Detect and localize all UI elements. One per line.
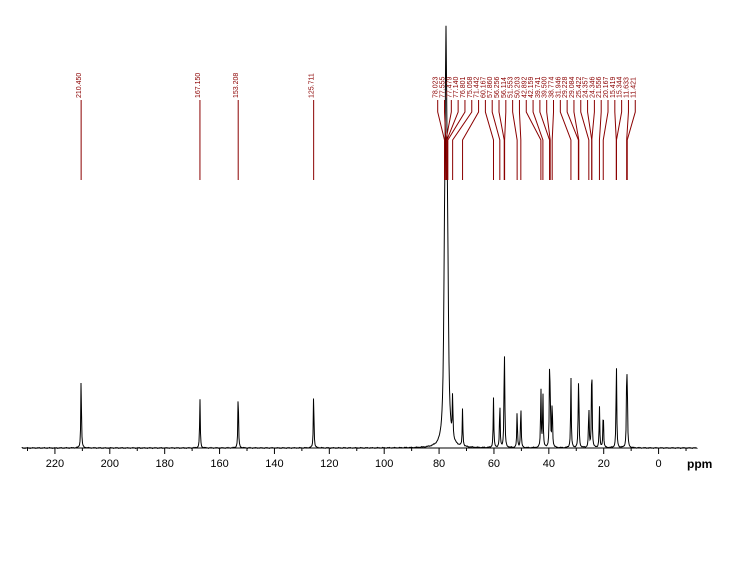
peak-label: 125.711 (309, 73, 316, 98)
peak-leader (567, 100, 578, 180)
peak-label: 210.450 (76, 73, 83, 98)
nmr-spectrum: 220200180160140120100806040200ppm210.450… (0, 0, 734, 562)
tick-label: 180 (156, 458, 174, 470)
peak-label: 167.150 (195, 73, 202, 98)
tick-label: 20 (598, 458, 610, 470)
tick-label: 0 (656, 458, 662, 470)
peak-leader (533, 100, 543, 180)
tick-label: 80 (433, 458, 445, 470)
peak-leader (438, 100, 445, 180)
axis-label: ppm (687, 457, 712, 471)
peak-leader (505, 100, 506, 180)
peak-leader (588, 100, 592, 180)
tick-label: 220 (46, 458, 64, 470)
tick-label: 120 (320, 458, 338, 470)
tick-label: 200 (101, 458, 119, 470)
tick-label: 40 (543, 458, 555, 470)
peak-leader (519, 100, 520, 180)
peak-label: 153.208 (233, 73, 240, 98)
tick-label: 160 (210, 458, 228, 470)
tick-label: 100 (375, 458, 393, 470)
peak-leader (603, 100, 608, 180)
tick-label: 60 (488, 458, 500, 470)
peak-leader (592, 100, 595, 180)
peak-leader (513, 100, 517, 180)
tick-label: 140 (265, 458, 283, 470)
peak-leader (552, 100, 553, 180)
peak-leader (560, 100, 571, 180)
peak-label: 11.421 (630, 77, 637, 98)
peak-leader (599, 100, 601, 180)
peak-leader (616, 100, 621, 180)
